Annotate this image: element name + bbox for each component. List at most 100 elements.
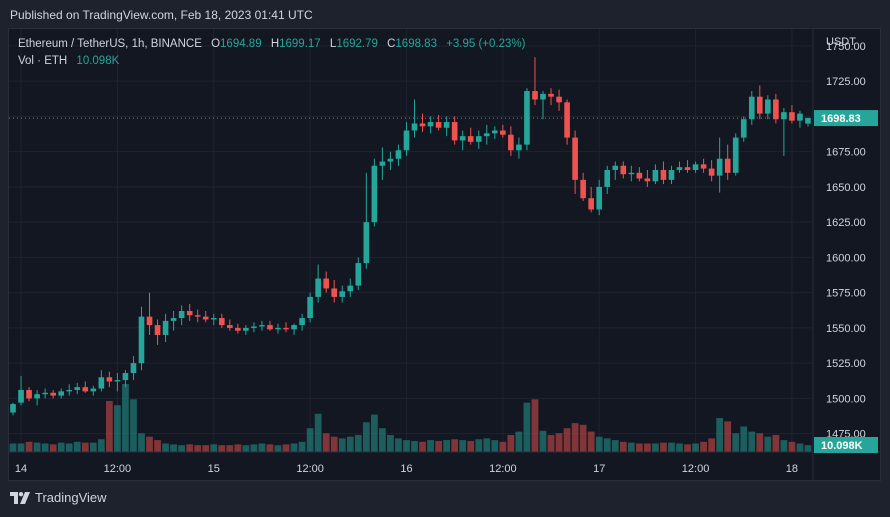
candle-body [114,380,121,382]
volume-bar [298,441,306,452]
candle-body [724,158,731,173]
candle-body [556,96,562,103]
candle-body [210,318,217,320]
candle-body [797,113,803,121]
volume-bar [202,445,210,452]
volume-bar [266,444,274,452]
candle-body [106,377,113,382]
volume-bar [676,443,683,452]
candle-body [162,320,169,335]
volume-bar [89,442,97,452]
candle-body [580,179,586,199]
candle-body [251,326,257,328]
volume-bar [218,445,226,452]
volume-label[interactable]: Vol · ETH [18,55,68,67]
candle-body [435,122,442,128]
volume-bar [97,439,105,452]
candle-body [740,119,747,138]
tradingview-logo-icon [10,491,30,504]
volume-bar [226,445,234,452]
volume-bar [796,443,804,452]
volume-bar [804,445,812,452]
candle-body [347,285,354,292]
volume-bar [370,414,378,452]
volume-bar [387,435,394,452]
volume-bar [531,399,539,452]
candle-body [765,99,771,114]
candle-body [202,316,209,320]
volume-bar [330,436,338,452]
candle-body [291,325,297,330]
low-label: L [329,38,337,50]
candle-body [315,278,321,297]
candle-body [122,373,129,381]
last-price-tag [814,110,878,127]
volume-bar [603,438,611,452]
candle-body [227,325,233,328]
volume-bar [186,444,194,452]
candle-body [235,327,241,331]
candle-body [323,278,329,289]
candle-body [692,164,699,170]
volume-bar [379,428,386,452]
volume-bar [619,441,627,452]
candle-body [548,93,554,97]
volume-bar [41,443,49,452]
candle-body [644,178,651,182]
volume-bar [467,440,475,452]
candle-body [26,389,32,399]
price-tick-label: 1750.00 [826,41,866,53]
volume-bar [114,405,121,452]
volume-bar [106,401,113,452]
candle-body [467,136,474,142]
candle-body [259,325,265,327]
candle-body [154,325,161,335]
candlestick-chart[interactable]: USDT1475.001500.001525.001550.001575.001… [9,29,880,480]
volume-value: 10.098K [76,55,120,67]
open-value: 1694.89 [220,38,262,50]
candle-body [700,164,707,169]
tradingview-footer: TradingView [10,490,107,505]
candle-body [66,389,73,392]
volume-bar [523,402,531,452]
time-tick-label: 17 [593,463,605,475]
volume-bar [346,436,354,452]
candle-body [459,136,466,141]
volume-bar [194,445,202,452]
volume-bar [81,442,89,452]
volume-bar [764,436,772,452]
brand-name: TradingView [35,490,107,505]
volume-bar [234,444,242,452]
volume-bar [130,399,137,452]
volume-bar [162,443,169,452]
low-value: 1692.79 [336,38,378,50]
candle-body [628,172,635,175]
volume-bar [635,443,643,452]
volume-bar [491,440,499,452]
candle-body [355,263,362,286]
symbol-label[interactable]: Ethereum / TetherUS, 1h, BINANCE [18,38,202,50]
price-axis-unit-label: USDT [826,36,856,48]
volume-bar [210,444,218,452]
candle-body [508,134,514,151]
time-tick-label: 18 [786,463,798,475]
volume-bar [306,428,314,452]
volume-bar [435,440,442,452]
volume-bar [756,433,764,452]
volume-bar [274,445,282,452]
volume-bar [788,441,796,452]
volume-bar [732,433,740,452]
candle-body [34,394,40,399]
volume-bar [17,443,25,452]
volume-bar [772,435,780,452]
chart-area[interactable]: USDT 1475.00 1500.00 1525.00 1550.00 1575.00 1… [8,28,881,481]
volume-bar [322,433,330,452]
candle-body [500,130,506,135]
candle-body [483,133,490,137]
volume-bar [25,441,33,452]
volume-bar [716,418,724,452]
volume-bar [154,440,161,452]
candle-body [789,112,795,121]
price-tick-label: 1500.00 [826,393,866,405]
candle-body [748,96,755,120]
